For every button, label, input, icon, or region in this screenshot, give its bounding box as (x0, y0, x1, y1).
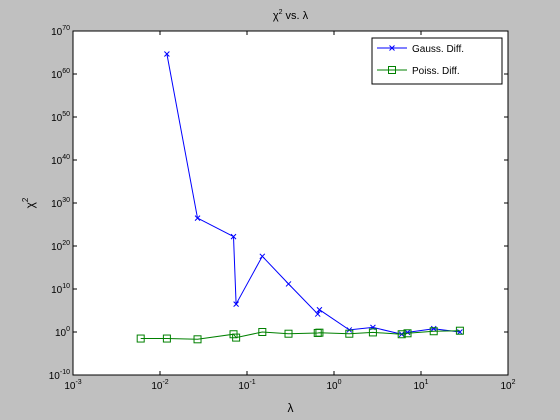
x-tick-label-exp: -2 (162, 379, 168, 386)
data-point-gauss (233, 301, 239, 308)
data-point-gauss (259, 253, 266, 260)
y-tick-label-exp: 60 (62, 68, 70, 75)
y-tick-label: 1030 (51, 197, 70, 210)
x-tick-label-base: 10 (238, 381, 250, 392)
data-point-poiss (232, 333, 241, 342)
data-point-gauss (164, 51, 170, 57)
legend-marker-poiss (388, 66, 396, 74)
y-tick-label: 1020 (51, 240, 70, 253)
x-tick-label-base: 10 (151, 381, 163, 392)
y-tick-label-base: 10 (51, 70, 63, 81)
y-tick-label-base: 10 (51, 242, 63, 253)
data-point-gauss (314, 311, 321, 317)
chart-title-sup: 2 (279, 9, 283, 16)
chart-title: χ2 vs. λ (273, 9, 309, 22)
data-point-gauss (316, 306, 323, 313)
data-point-poiss (403, 329, 412, 338)
x-tick-label-exp: -1 (249, 379, 255, 386)
data-point-gauss (404, 329, 411, 336)
data-point-poiss (397, 330, 406, 339)
y-tick-label-exp: 10 (62, 283, 70, 290)
data-point-poiss (162, 334, 171, 343)
legend: Gauss. Diff. Poiss. Diff. (371, 37, 503, 85)
data-point-poiss (455, 326, 464, 335)
x-tick-label: 10-2 (151, 379, 168, 392)
x-tick-label-exp: 1 (425, 379, 429, 386)
y-tick-label-base: 10 (51, 113, 63, 124)
ticks-layer: 10-3 10-2 10-1 100 101 10210-1010010101020103… (49, 25, 516, 392)
data-point-gauss (430, 325, 437, 332)
plot-area (73, 31, 508, 375)
x-tick-label-base: 10 (500, 381, 512, 392)
x-tick-label-base: 10 (413, 381, 425, 392)
x-tick-label: 10-1 (238, 379, 255, 392)
y-tick-label-exp: 20 (62, 240, 70, 247)
y-tick-label-base: 10 (49, 371, 61, 382)
y-tick-label-exp: -10 (60, 369, 70, 376)
y-tick-label-exp: 30 (62, 197, 70, 204)
y-tick-label-exp: 40 (62, 154, 70, 161)
y-tick-label: 1070 (51, 25, 70, 38)
y-tick-label-exp: 70 (62, 25, 70, 32)
marks-layer (136, 51, 464, 344)
y-tick-label-base: 10 (51, 285, 63, 296)
x-tick-label: 100 (326, 379, 341, 392)
chart-title-rest: vs. λ (283, 10, 309, 22)
x-axis-label: λ (288, 401, 294, 415)
chart-title-main: χ (273, 10, 279, 22)
data-point-poiss (429, 327, 438, 336)
legend-label-gauss: Gauss. Diff. (412, 44, 464, 55)
y-tick-label: 10-10 (49, 369, 70, 382)
legend-marker-gauss (389, 45, 395, 51)
y-tick-label: 1010 (51, 283, 70, 296)
y-tick-label-base: 10 (55, 328, 67, 339)
x-tick-label-base: 10 (326, 381, 338, 392)
x-tick-label: 101 (413, 379, 428, 392)
y-axis-label-sup: 2 (21, 197, 30, 202)
data-point-gauss (230, 233, 237, 240)
x-tick-label-base: 10 (64, 381, 76, 392)
y-tick-label: 1050 (51, 111, 70, 124)
y-tick-label-exp: 50 (62, 111, 70, 118)
x-tick-label-exp: -3 (75, 379, 81, 386)
y-tick-label-base: 10 (51, 199, 63, 210)
y-axis-label-main: χ (23, 201, 37, 208)
y-tick-label-base: 10 (51, 27, 63, 38)
x-tick-label: 10-3 (64, 379, 81, 392)
data-point-poiss (258, 328, 267, 336)
data-point-poiss (136, 334, 145, 343)
y-tick-label-exp: 0 (66, 326, 70, 333)
y-tick-label: 1040 (51, 154, 70, 167)
data-point-gauss (285, 281, 292, 287)
y-tick-label: 1060 (51, 68, 70, 81)
data-point-poiss (193, 335, 202, 344)
x-tick-label-exp: 0 (338, 379, 342, 386)
x-tick-label-exp: 2 (512, 379, 516, 386)
x-tick-label: 102 (500, 379, 515, 392)
data-point-poiss (315, 328, 324, 337)
data-point-poiss (284, 329, 293, 338)
data-point-poiss (345, 329, 354, 338)
data-point-gauss (194, 215, 201, 222)
y-tick-label-base: 10 (51, 156, 63, 167)
y-tick-label: 100 (55, 326, 70, 339)
data-point-poiss (368, 328, 377, 337)
legend-label-poiss: Poiss. Diff. (412, 66, 460, 77)
y-axis-label: χ2 (21, 197, 37, 208)
